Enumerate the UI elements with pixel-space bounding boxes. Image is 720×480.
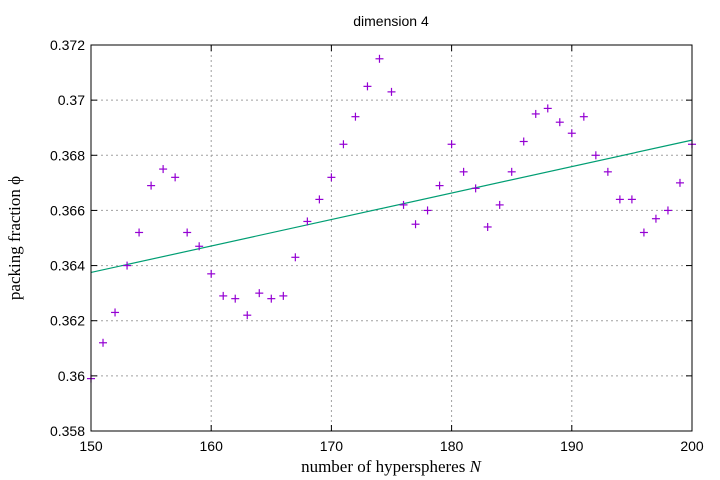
data-point: [435, 181, 444, 190]
x-tick-label: 170: [320, 438, 344, 454]
data-point: [291, 253, 300, 262]
data-point: [519, 137, 528, 146]
y-tick-label: 0.36: [58, 368, 85, 384]
data-point: [447, 140, 456, 149]
y-tick-label: 0.366: [50, 202, 85, 218]
chart-title: dimension 4: [353, 13, 429, 29]
y-axis-variable: ϕ: [5, 176, 24, 185]
data-point: [471, 184, 480, 193]
data-point: [495, 200, 504, 209]
data-point: [255, 289, 264, 298]
y-tick-label: 0.358: [50, 423, 85, 439]
data-point: [603, 167, 612, 176]
y-axis-label-text: packing fraction: [5, 189, 24, 300]
data-point: [591, 151, 600, 160]
data-point: [99, 338, 108, 347]
data-point: [639, 228, 648, 237]
y-axis-label: packing fraction ϕ: [5, 176, 24, 300]
x-tick-label: 190: [560, 438, 584, 454]
data-point: [135, 228, 144, 237]
x-tick-label: 200: [680, 438, 704, 454]
x-axis-variable: N: [469, 457, 483, 476]
x-tick-label: 150: [79, 438, 103, 454]
tick-layer: [90, 44, 693, 432]
y-tick-labels: 0.358 0.36 0.362 0.364 0.366 0.368 0.37 0.372: [50, 37, 85, 439]
data-point: [423, 206, 432, 215]
x-axis-label: number of hyperspheres N: [301, 457, 483, 476]
x-tick-label: 160: [200, 438, 224, 454]
data-point: [267, 294, 276, 303]
data-point: [111, 308, 120, 317]
x-axis-label-text: number of hyperspheres: [301, 457, 465, 476]
data-point: [459, 167, 468, 176]
data-point: [315, 195, 324, 204]
fit-line: [90, 139, 693, 274]
y-tick-label: 0.368: [50, 147, 85, 163]
data-point: [195, 242, 204, 251]
data-point: [411, 220, 420, 229]
data-point: [351, 112, 360, 121]
fit-line-layer: [90, 139, 693, 274]
x-tick-label: 180: [440, 438, 464, 454]
data-point: [123, 261, 132, 270]
y-tick-label: 0.362: [50, 313, 85, 329]
x-tick-labels: 150 160 170 180 190 200: [79, 438, 704, 454]
data-point: [159, 165, 168, 174]
data-point: [363, 82, 372, 91]
plot-frame: [90, 44, 693, 432]
data-point: [387, 87, 396, 96]
y-tick-label: 0.372: [50, 37, 85, 53]
data-point: [231, 294, 240, 303]
data-point: [543, 104, 552, 113]
data-point: [507, 167, 516, 176]
y-tick-label: 0.37: [58, 92, 85, 108]
data-point: [675, 178, 684, 187]
data-point: [327, 173, 336, 182]
data-point: [339, 140, 348, 149]
data-point: [663, 206, 672, 215]
data-points: [87, 54, 696, 383]
data-point: [219, 291, 228, 300]
data-point: [483, 222, 492, 231]
data-point: [627, 195, 636, 204]
data-point: [171, 173, 180, 182]
data-point: [615, 195, 624, 204]
data-point: [651, 214, 660, 223]
data-point: [399, 200, 408, 209]
data-point: [207, 269, 216, 278]
data-point: [147, 181, 156, 190]
data-point: [375, 54, 384, 63]
data-point: [183, 228, 192, 237]
data-point: [567, 129, 576, 138]
data-point: [531, 109, 540, 118]
grid-layer: [91, 45, 692, 431]
data-point: [243, 311, 252, 320]
y-tick-label: 0.364: [50, 258, 85, 274]
data-point: [555, 118, 564, 127]
data-point: [579, 112, 588, 121]
data-point: [279, 291, 288, 300]
data-point: [303, 217, 312, 226]
